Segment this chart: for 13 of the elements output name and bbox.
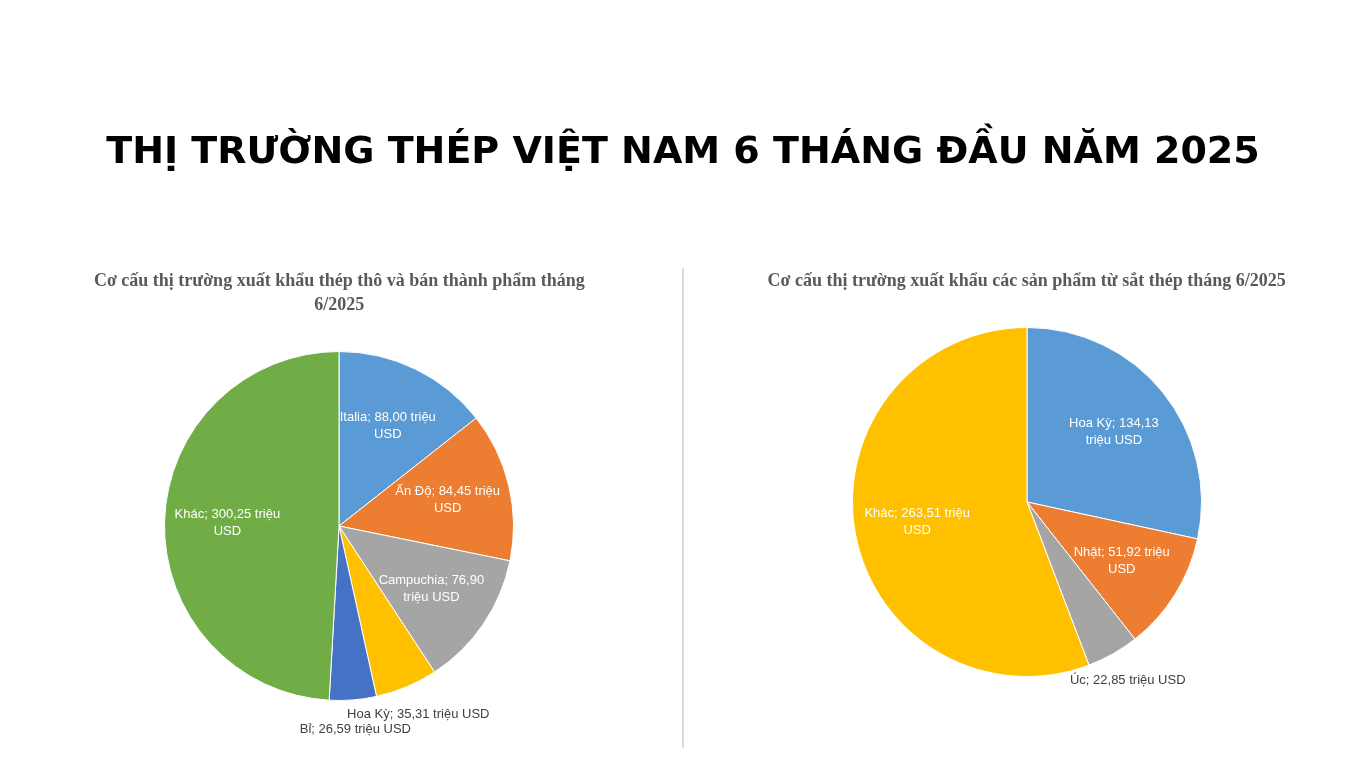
slice-label: Nhật; 51,92 triệu USD <box>1073 544 1170 577</box>
chart-subtitle: Cơ cấu thị trường xuất khẩu thép thô và bán thành phẩm tháng 6/2025 <box>92 269 586 316</box>
chart-subtitle: Cơ cấu thị trường xuất khẩu các sản phẩm từ sắt thép tháng 6/2025 <box>766 269 1287 292</box>
text: THỊ TRƯỜNG THÉP VIỆT NAM 6 THÁNG ĐẦU NĂM 2025 <box>105 122 1261 172</box>
slice-label: Hoa Kỳ; 134,13 triệu USD <box>1068 414 1159 447</box>
slice-label: Bỉ; 26,59 triệu USD <box>300 721 412 737</box>
slice-label: Khác; 263,51 triệu USD <box>864 505 970 538</box>
slice-label: Úc; 22,85 triệu USD <box>1069 671 1186 687</box>
slice-label: Ấn Độ; 84,45 triệu USD <box>395 483 501 516</box>
slice-label: Khác; 300,25 triệu USD <box>174 505 281 538</box>
slice-label: Italia; 88,00 triệu USD <box>340 408 437 441</box>
slice-label: Hoa Kỳ; 35,31 triệu USD <box>347 706 490 722</box>
slice-label: Campuchia; 76,90 triệu USD <box>378 571 485 604</box>
